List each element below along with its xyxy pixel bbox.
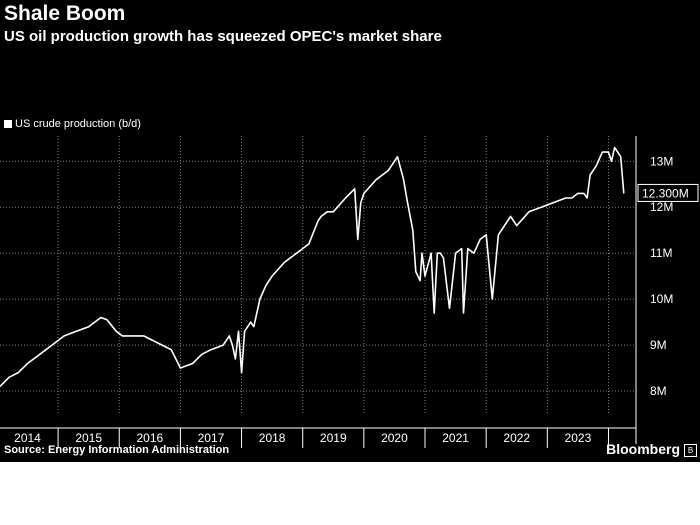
x-tick-label: 2017 [198, 431, 225, 445]
x-tick-label: 2021 [442, 431, 469, 445]
x-tick-label: 2015 [75, 431, 102, 445]
legend-label: US crude production (b/d) [15, 118, 141, 130]
x-tick-label: 2022 [503, 431, 530, 445]
brand-badge-icon: B [684, 444, 697, 457]
brand-logo-text: Bloomberg [606, 441, 680, 457]
y-tick-label: 11M [650, 246, 672, 260]
chart-title: Shale Boom [4, 2, 126, 25]
legend-swatch [4, 120, 12, 128]
series-line-us-crude-production [0, 146, 625, 387]
y-tick-label: 9M [650, 338, 667, 352]
legend: US crude production (b/d) [4, 118, 141, 130]
x-tick-label: 2019 [320, 431, 347, 445]
chart-header: Shale Boom US oil production growth has … [0, 0, 700, 64]
x-tick-label: 2020 [381, 431, 408, 445]
x-tick-label: 2016 [136, 431, 163, 445]
y-tick-label: 10M [650, 292, 673, 306]
y-tick-label: 13M [650, 154, 673, 168]
chart-subtitle: US oil production growth has squeezed OP… [4, 28, 442, 45]
end-label-box [637, 183, 699, 202]
chart-area: 8M 9M 10M 11M 12M 13M 2014 2015 2016 2017 2018 2019… [0, 64, 700, 462]
end-value-label: 12.300M [642, 186, 689, 200]
y-tick-label: 12M [650, 200, 673, 214]
source-note: Source: Energy Information Administratio… [4, 444, 230, 456]
x-tick-label: 2014 [14, 431, 41, 445]
line-chart: 8M 9M 10M 11M 12M 13M 2014 2015 2016 2017 2018 2019… [0, 136, 699, 448]
x-tick-label: 2018 [259, 431, 286, 445]
x-tick-label: 2023 [565, 431, 592, 445]
y-tick-label: 8M [650, 384, 667, 398]
